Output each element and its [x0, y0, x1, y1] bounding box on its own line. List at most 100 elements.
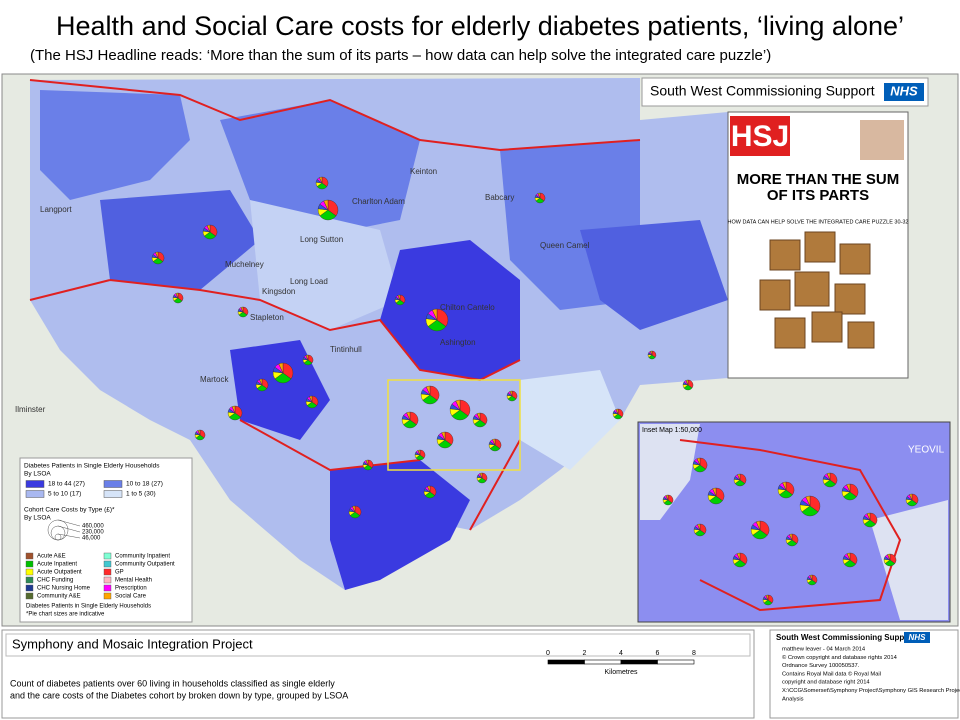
nhs-logo-text: NHS	[890, 83, 918, 98]
legend-title: Cohort Care Costs by Type (£)*	[24, 507, 115, 514]
legend-swatch	[103, 560, 112, 568]
pie-slice	[479, 472, 483, 479]
place-label: Tintinhull	[330, 345, 362, 354]
cover-headline-box: MORE THAN THE SUM OF ITS PARTS	[737, 172, 900, 204]
inset-boundary	[679, 439, 902, 612]
scale-label: 4	[619, 650, 623, 657]
hsj-masthead-bg	[730, 116, 790, 156]
scale-unit: Kilometres	[604, 669, 638, 676]
place-label: Ashington	[440, 338, 476, 347]
pie-slice	[909, 493, 913, 501]
scale-segment	[620, 659, 658, 665]
region	[230, 340, 330, 440]
pie-slice	[537, 192, 541, 199]
region	[380, 240, 520, 380]
pie-slice	[278, 362, 284, 374]
legend-label: Social Care	[115, 594, 147, 600]
scale-segment	[584, 659, 622, 665]
legend-swatch	[103, 576, 112, 584]
place-label: Ilminster	[15, 405, 46, 414]
legend-swatch	[103, 490, 123, 498]
pie-slice	[696, 457, 701, 466]
pie-slice	[425, 385, 431, 396]
legend-label: Mental Health	[115, 578, 152, 584]
pie-slice	[305, 354, 309, 361]
place-label: Babcary	[485, 193, 514, 202]
pie-slice	[805, 495, 811, 507]
pie-slice	[826, 472, 831, 481]
legend-swatch	[25, 480, 45, 488]
pie-slice	[459, 399, 471, 417]
pie-slice	[197, 429, 201, 436]
pie-slice	[492, 438, 496, 446]
place-label: Keinton	[410, 167, 437, 176]
region	[100, 190, 260, 290]
place-label: Charlton Adam	[352, 197, 405, 206]
legend-swatch	[25, 568, 34, 576]
legend-label: 5 to 10 (17)	[48, 491, 81, 498]
footer-title-box	[5, 633, 751, 657]
pie-slice	[397, 294, 401, 301]
legend-label: CHC Funding	[37, 578, 73, 584]
pie-slice	[476, 412, 481, 421]
pie-slice	[509, 390, 513, 397]
pie-slice	[887, 553, 891, 561]
inset-region	[640, 424, 700, 520]
pie-slice	[615, 408, 619, 415]
legend-label: Community A&E	[37, 594, 81, 600]
credit: Ordnance Survey 100050537.	[782, 663, 860, 669]
legend-label: Community Outpatient	[115, 562, 175, 568]
credit: copyright and database right 2014	[782, 680, 870, 686]
nhs-logo-text: NHS	[909, 633, 927, 642]
inset-label: Inset Map 1:50,000	[642, 427, 702, 434]
pie-slice	[175, 292, 179, 299]
pie-slice	[432, 308, 438, 321]
description: and the care costs of the Diabetes cohor…	[10, 690, 348, 700]
pie-slice	[155, 251, 159, 259]
pie-slice	[789, 533, 793, 541]
region	[520, 370, 620, 470]
pie-slice	[765, 594, 769, 601]
pie-slice	[650, 350, 653, 356]
legend-label: Acute Inpatient	[37, 562, 77, 568]
scale-label: 6	[656, 650, 660, 657]
legend-leader	[57, 525, 81, 533]
pie-slice	[206, 224, 211, 233]
project-title: Symphony and Mosaic Integration Project	[12, 636, 253, 651]
pie-slice	[259, 378, 263, 386]
legend-swatch	[25, 560, 34, 568]
place-label: Stapleton	[250, 313, 284, 322]
legend-label: Acute Outpatient	[37, 570, 82, 576]
legend-leader	[57, 519, 81, 527]
legend-swatch	[25, 576, 34, 584]
legend-label: 10 to 18 (27)	[126, 481, 163, 488]
legend-swatch	[103, 480, 123, 488]
inset-region	[870, 500, 948, 620]
scale-label: 2	[583, 650, 587, 657]
legend-label: CHC Nursing Home	[37, 586, 91, 592]
pie-slice	[846, 483, 851, 493]
pie-slice	[323, 199, 329, 211]
pie-slice	[352, 505, 356, 513]
pie-slice	[846, 552, 851, 561]
pie-slice	[697, 523, 701, 531]
boundary	[29, 79, 641, 531]
place-label: Long Load	[290, 277, 328, 286]
region	[40, 90, 190, 200]
region	[580, 220, 728, 330]
legend-label: Prescription	[115, 586, 147, 592]
inset-town: YEOVIL	[908, 445, 945, 456]
legend-swatch	[25, 584, 34, 592]
inset-extent	[387, 379, 521, 471]
pie-slice	[406, 411, 411, 421]
legend-label: GP	[115, 570, 124, 576]
pie-slice	[436, 308, 449, 327]
pie-slice	[665, 494, 669, 501]
legend-swatch	[103, 568, 112, 576]
place-label: Langport	[40, 205, 72, 214]
pie-slice	[441, 431, 446, 441]
pie-slice	[755, 520, 761, 531]
org: South West Commissioning Support	[776, 633, 915, 642]
legend-note: *Pie chart sizes are indicative	[26, 612, 105, 618]
